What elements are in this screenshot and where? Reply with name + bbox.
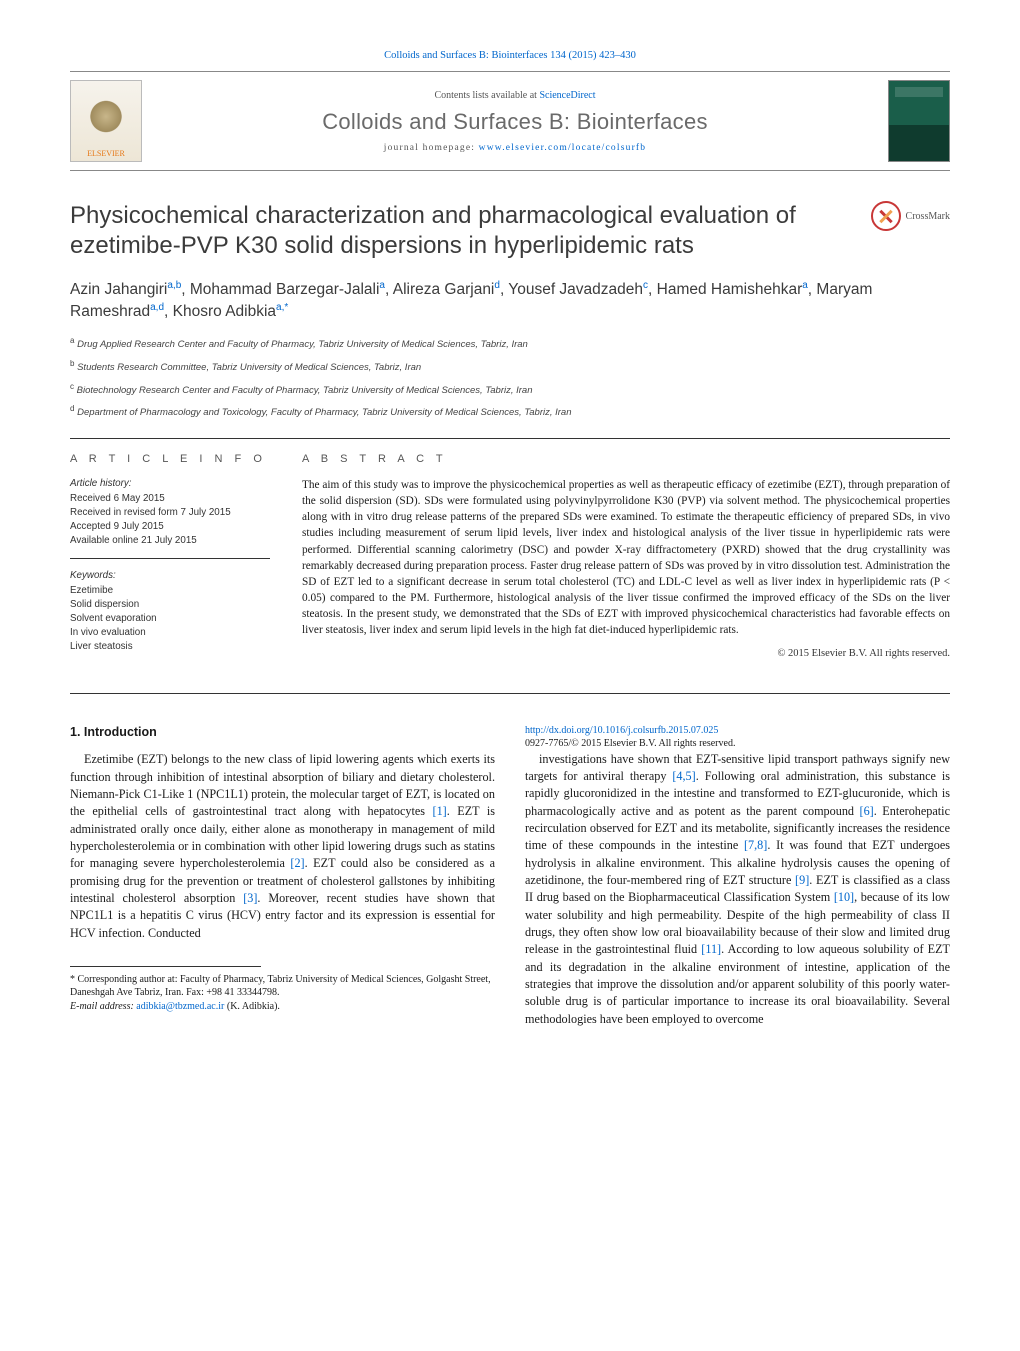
crossmark-widget[interactable]: CrossMark: [871, 201, 950, 231]
article-body: 1. Introduction Ezetimibe (EZT) belongs …: [70, 724, 950, 1033]
journal-name: Colloids and Surfaces B: Biointerfaces: [142, 109, 888, 135]
keywords-label: Keywords:: [70, 569, 270, 583]
keyword-item: Ezetimibe: [70, 584, 270, 598]
keyword-item: Solid dispersion: [70, 598, 270, 612]
keywords-block: Keywords: EzetimibeSolid dispersionSolve…: [70, 569, 270, 664]
issn-copyright: 0927-7765/© 2015 Elsevier B.V. All right…: [525, 738, 735, 749]
citation-header: Colloids and Surfaces B: Biointerfaces 1…: [70, 50, 950, 61]
keyword-item: Solvent evaporation: [70, 612, 270, 626]
intro-paragraph-2: investigations have shown that EZT-sensi…: [525, 751, 950, 1028]
abstract-text: The aim of this study was to improve the…: [302, 477, 950, 637]
article-info-heading: A R T I C L E I N F O: [70, 453, 270, 465]
article-history-label: Article history:: [70, 477, 270, 491]
journal-homepage-link[interactable]: www.elsevier.com/locate/colsurfb: [479, 143, 647, 153]
affiliation-line: a Drug Applied Research Center and Facul…: [70, 335, 950, 352]
affiliation-line: d Department of Pharmacology and Toxicol…: [70, 403, 950, 420]
history-line: Received in revised form 7 July 2015: [70, 506, 270, 520]
corresponding-author-footnote: * Corresponding author at: Faculty of Ph…: [70, 973, 495, 1014]
author-list: Azin Jahangiria,b, Mohammad Barzegar-Jal…: [70, 279, 950, 323]
footnote-separator: [70, 966, 261, 967]
crossmark-label: CrossMark: [906, 211, 950, 222]
contents-available-line: Contents lists available at ScienceDirec…: [142, 90, 888, 101]
intro-heading: 1. Introduction: [70, 724, 495, 742]
doi-link[interactable]: http://dx.doi.org/10.1016/j.colsurfb.201…: [525, 725, 718, 736]
homepage-prefix: journal homepage:: [384, 143, 479, 153]
abstract-copyright: © 2015 Elsevier B.V. All rights reserved…: [302, 648, 950, 659]
history-line: Available online 21 July 2015: [70, 534, 270, 548]
doi-block: http://dx.doi.org/10.1016/j.colsurfb.201…: [525, 724, 950, 751]
email-person: (K. Adibkia).: [227, 1001, 280, 1012]
elsevier-logo-text: ELSEVIER: [87, 149, 125, 158]
corresponding-text: * Corresponding author at: Faculty of Ph…: [70, 973, 495, 1000]
email-label: E-mail address:: [70, 1001, 134, 1012]
sciencedirect-link[interactable]: ScienceDirect: [539, 90, 595, 101]
journal-homepage-line: journal homepage: www.elsevier.com/locat…: [142, 143, 888, 153]
affiliation-line: b Students Research Committee, Tabriz Un…: [70, 358, 950, 375]
intro-paragraph-1: Ezetimibe (EZT) belongs to the new class…: [70, 751, 495, 942]
elsevier-logo: ELSEVIER: [70, 80, 142, 162]
abstract-heading: A B S T R A C T: [302, 453, 950, 465]
article-title: Physicochemical characterization and pha…: [70, 201, 851, 261]
journal-cover-thumbnail: [888, 80, 950, 162]
keyword-item: In vivo evaluation: [70, 626, 270, 640]
crossmark-icon: [871, 201, 901, 231]
contents-prefix: Contents lists available at: [434, 90, 539, 101]
article-history-block: Article history: Received 6 May 2015Rece…: [70, 477, 270, 559]
affiliation-line: c Biotechnology Research Center and Facu…: [70, 381, 950, 398]
keyword-item: Liver steatosis: [70, 640, 270, 654]
journal-header: ELSEVIER Contents lists available at Sci…: [70, 71, 950, 171]
section-divider: [70, 438, 950, 439]
history-line: Received 6 May 2015: [70, 492, 270, 506]
corresponding-email-link[interactable]: adibkia@tbzmed.ac.ir: [136, 1001, 224, 1012]
elsevier-tree-icon: [86, 99, 126, 149]
history-line: Accepted 9 July 2015: [70, 520, 270, 534]
